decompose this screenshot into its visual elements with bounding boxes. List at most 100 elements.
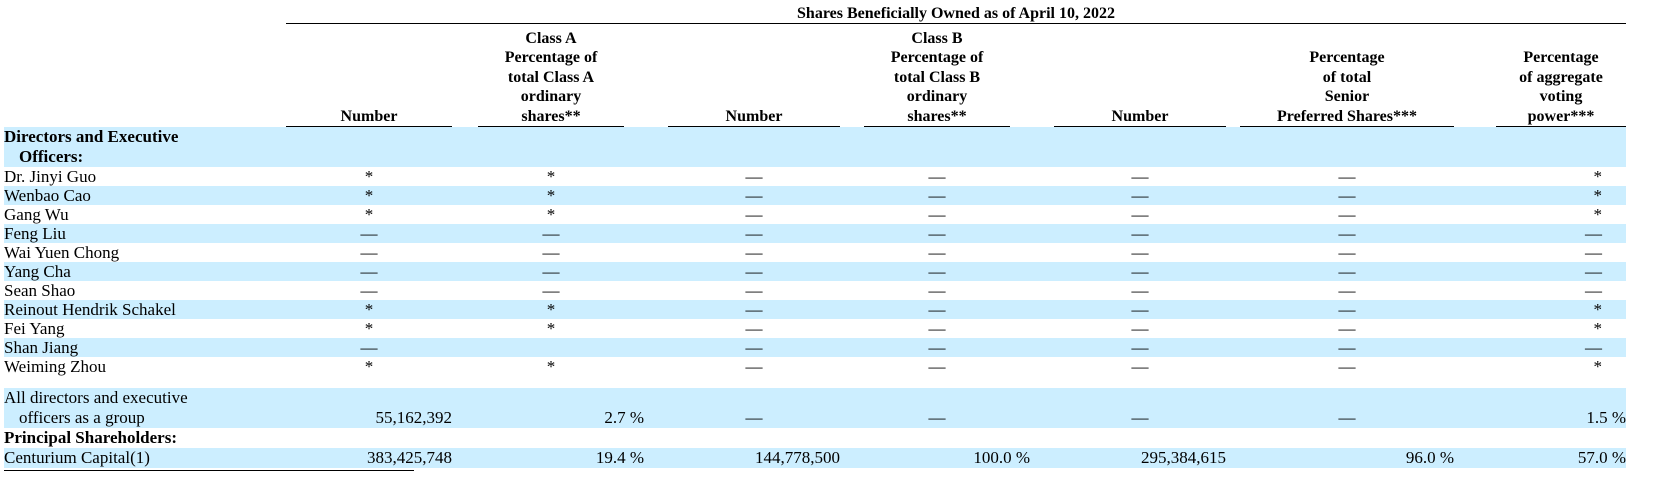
group-senior-percentage: —: [1338, 408, 1356, 427]
cell-class-a-percentage: —: [542, 262, 560, 281]
cell-class-b-percentage: —: [928, 224, 946, 243]
row-label: Wai Yuen Chong: [4, 243, 120, 262]
cell-voting-power: *: [1593, 186, 1603, 205]
cell-class-b-number: —: [745, 300, 763, 319]
row-label: Wenbao Cao: [4, 186, 91, 205]
col-header-voting-power: Percentage of aggregate voting power***: [1496, 26, 1626, 127]
table-row-centurium: Centurium Capital(1) 383,425,748 19.4 % …: [4, 448, 1626, 468]
cell-class-b-number: —: [745, 319, 763, 338]
cell-class-a-number: —: [360, 338, 378, 357]
table-row: Dr. Jinyi Guo * * — — — — *: [4, 167, 1626, 186]
cell-voting-power: *: [1593, 205, 1603, 224]
cell-class-a-number: —: [360, 224, 378, 243]
table-row: Gang Wu * * — — — — *: [4, 205, 1626, 224]
cell-class-a-percentage: *: [546, 300, 556, 319]
cell-class-b-number: —: [745, 262, 763, 281]
cell-class-a-percentage: —: [542, 281, 560, 300]
cell-class-b-number: —: [745, 357, 763, 376]
cell-senior-number: —: [1131, 319, 1149, 338]
cell-voting-power: *: [1593, 319, 1603, 338]
cell-class-b-number: —: [745, 224, 763, 243]
section-directors-row: Directors and Executive Officers:: [4, 127, 1626, 167]
cell-class-b-number: —: [745, 338, 763, 357]
cell-senior-percentage: —: [1338, 186, 1356, 205]
row-label: Weiming Zhou: [4, 357, 107, 376]
group-class-b-percentage: —: [928, 408, 946, 427]
table-row: Wai Yuen Chong — — — — — — —: [4, 243, 1626, 262]
spanning-header: Shares Beneficially Owned as of April 10…: [286, 6, 1626, 24]
cell-senior-percentage: —: [1338, 357, 1356, 376]
section-principal-row: Principal Shareholders:: [4, 428, 1626, 448]
group-class-a-number: 55,162,392: [375, 408, 453, 427]
cell-senior-number: —: [1131, 224, 1149, 243]
cell-class-b-number: —: [745, 243, 763, 262]
col-header-class-a-number: Number: [286, 26, 452, 127]
centurium-class-b-number: 144,778,500: [755, 448, 840, 467]
cell-class-b-percentage: —: [928, 243, 946, 262]
cell-class-a-number: *: [364, 319, 374, 338]
col-header-class-b-percentage: Class B Percentage of total Class B ordi…: [864, 26, 1010, 127]
cell-class-a-number: *: [364, 186, 374, 205]
footnote-rule: [4, 470, 414, 471]
table-row: Wenbao Cao * * — — — — *: [4, 186, 1626, 205]
cell-class-b-percentage: —: [928, 186, 946, 205]
cell-class-b-percentage: —: [928, 357, 946, 376]
cell-class-b-percentage: —: [928, 262, 946, 281]
cell-class-b-percentage: —: [928, 205, 946, 224]
row-label: Fei Yang: [4, 319, 65, 338]
row-label: Gang Wu: [4, 205, 69, 224]
cell-class-b-number: —: [745, 186, 763, 205]
cell-class-a-percentage: *: [546, 205, 556, 224]
centurium-class-a-percentage: 19.4 %: [595, 448, 644, 467]
group-class-b-number: —: [745, 408, 763, 427]
cell-class-b-percentage: —: [928, 319, 946, 338]
cell-class-b-percentage: —: [928, 300, 946, 319]
cell-senior-number: —: [1131, 186, 1149, 205]
centurium-senior-percentage: 96.0 %: [1405, 448, 1454, 467]
group-senior-number: —: [1131, 408, 1149, 427]
table-row: Fei Yang * * — — — — *: [4, 319, 1626, 338]
cell-senior-percentage: —: [1338, 338, 1356, 357]
cell-senior-percentage: —: [1338, 300, 1356, 319]
centurium-class-b-percentage: 100.0 %: [973, 448, 1030, 467]
centurium-voting-power: 57.0 %: [1577, 448, 1626, 467]
row-label: Shan Jiang: [4, 338, 79, 357]
group-voting-power: 1.5 %: [1586, 408, 1626, 427]
cell-senior-number: —: [1131, 262, 1149, 281]
row-label: Dr. Jinyi Guo: [4, 167, 97, 186]
cell-senior-percentage: —: [1338, 205, 1356, 224]
cell-class-a-percentage: [478, 338, 624, 357]
cell-voting-power: —: [1585, 262, 1602, 281]
cell-voting-power: —: [1585, 224, 1602, 243]
cell-class-a-number: *: [364, 205, 374, 224]
cell-senior-percentage: —: [1338, 167, 1356, 186]
cell-class-b-number: —: [745, 205, 763, 224]
cell-senior-percentage: —: [1338, 224, 1356, 243]
cell-voting-power: —: [1585, 338, 1602, 357]
cell-senior-number: —: [1131, 281, 1149, 300]
table-row-directors-group: All directors and executive officers as …: [4, 388, 1626, 428]
cell-class-b-number: —: [745, 281, 763, 300]
col-header-senior-number: Number: [1054, 26, 1226, 127]
cell-class-a-number: *: [364, 357, 374, 376]
cell-class-a-number: —: [360, 262, 378, 281]
cell-voting-power: —: [1585, 243, 1602, 262]
cell-class-a-number: —: [360, 281, 378, 300]
table-row: Weiming Zhou * * — — — — *: [4, 357, 1626, 376]
group-class-a-percentage: 2.7 %: [604, 408, 644, 427]
cell-class-a-percentage: —: [542, 224, 560, 243]
cell-class-a-percentage: —: [542, 243, 560, 262]
cell-senior-number: —: [1131, 338, 1149, 357]
col-header-senior-percentage: Percentage of total Senior Preferred Sha…: [1240, 26, 1454, 127]
cell-senior-number: —: [1131, 167, 1149, 186]
cell-class-a-percentage: *: [546, 357, 556, 376]
table-row: Reinout Hendrik Schakel * * — — — — *: [4, 300, 1626, 319]
cell-senior-number: —: [1131, 357, 1149, 376]
cell-voting-power: —: [1585, 281, 1602, 300]
cell-class-a-number: *: [364, 300, 374, 319]
group-row-label: All directors and executive officers as …: [4, 388, 188, 427]
cell-class-a-percentage: *: [546, 167, 556, 186]
row-label: Feng Liu: [4, 224, 66, 243]
cell-senior-percentage: —: [1338, 281, 1356, 300]
centurium-class-a-number: 383,425,748: [367, 448, 452, 467]
